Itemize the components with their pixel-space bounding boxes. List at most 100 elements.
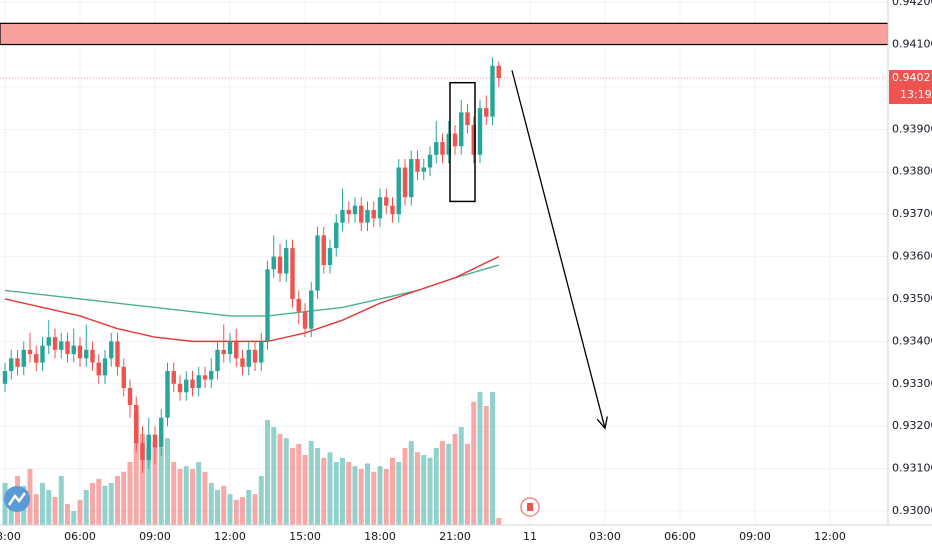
x-tick-label: 15:00 xyxy=(289,530,321,543)
volume-bar xyxy=(65,504,70,525)
volume-bar xyxy=(315,448,320,525)
volume-bar xyxy=(158,448,164,525)
volume-bar xyxy=(452,434,458,525)
x-tick-label: 21:00 xyxy=(439,530,471,543)
volume-bar xyxy=(233,499,239,525)
volume-bar xyxy=(433,448,439,525)
event-flag[interactable] xyxy=(520,497,540,517)
volume-bar xyxy=(121,471,127,525)
candle-body xyxy=(202,375,208,380)
candle-body xyxy=(427,154,433,168)
candle-body xyxy=(271,256,276,270)
candle-body xyxy=(409,159,414,198)
candle-body xyxy=(171,371,176,384)
x-tick-label: 03:00 xyxy=(0,530,21,543)
volume-bar xyxy=(277,434,283,525)
volume-bar xyxy=(458,427,464,525)
candle-body xyxy=(384,197,389,206)
candle-body xyxy=(115,341,120,367)
candle-body xyxy=(146,434,151,461)
volume-bar xyxy=(46,490,52,525)
candle-body xyxy=(321,235,326,266)
candle-body xyxy=(452,133,458,147)
volume-bar xyxy=(208,483,214,525)
volume-bar xyxy=(490,392,495,525)
candle-body xyxy=(177,383,183,393)
candle-body xyxy=(165,371,170,418)
volume-bar xyxy=(352,466,358,525)
resistance-zone xyxy=(0,22,889,46)
candle-body xyxy=(134,404,139,444)
time-axis xyxy=(0,525,932,550)
volume-bar xyxy=(58,476,64,525)
volume-bar xyxy=(346,462,352,525)
candle-body xyxy=(196,375,201,389)
candle-body xyxy=(27,349,33,355)
candle-body xyxy=(277,256,283,274)
candle-body xyxy=(215,349,220,372)
volume-bar xyxy=(240,497,245,525)
volume-bar xyxy=(365,463,370,525)
volume-bar xyxy=(190,469,195,525)
candle-body xyxy=(471,125,476,155)
candle-body xyxy=(421,167,426,172)
candle-body xyxy=(65,341,70,355)
candle-body xyxy=(46,337,51,346)
candle-body xyxy=(334,222,339,249)
volume-bar xyxy=(77,499,83,525)
candle-body xyxy=(71,345,76,355)
candle-body xyxy=(359,205,364,223)
candle-body xyxy=(371,209,376,219)
candle-body xyxy=(440,142,445,155)
volume-bar xyxy=(215,490,220,525)
candle-body xyxy=(340,209,345,223)
plot-layer xyxy=(0,22,889,473)
volume-bar xyxy=(258,476,264,525)
candle-body xyxy=(15,358,20,367)
candle-body xyxy=(84,349,89,359)
candle-body xyxy=(59,341,64,350)
candle-body xyxy=(52,337,58,350)
candle-body xyxy=(290,248,295,299)
candle-body xyxy=(309,290,314,329)
candle-body xyxy=(346,209,351,215)
candle-body xyxy=(377,197,383,219)
candle-body xyxy=(184,379,189,393)
volume-bar xyxy=(483,406,489,525)
x-tick-label: 09:00 xyxy=(139,530,171,543)
candle-body xyxy=(390,205,395,215)
candle-body xyxy=(459,112,464,147)
candle-body xyxy=(2,371,8,384)
highlight-box xyxy=(449,81,476,203)
volume-bar xyxy=(246,490,252,525)
x-tick-label: 11 xyxy=(523,530,537,543)
candle-body xyxy=(284,248,289,274)
volume-bar xyxy=(202,471,208,525)
candle-body xyxy=(109,341,114,359)
volume-bar xyxy=(496,518,502,525)
candle-body xyxy=(227,341,233,355)
volume-bar xyxy=(27,469,33,525)
candle-body xyxy=(140,443,145,461)
candle-body xyxy=(434,142,439,155)
candle-body xyxy=(21,349,26,367)
logo-icon xyxy=(7,492,26,506)
volume-bar xyxy=(440,441,445,525)
candle-body xyxy=(90,349,95,363)
candle-body xyxy=(415,159,420,172)
volume-bar xyxy=(296,443,302,525)
volume-bar xyxy=(408,441,414,525)
volume-bar xyxy=(227,494,233,525)
volume-bar xyxy=(252,494,258,525)
candle-body xyxy=(484,108,489,117)
volume-bar xyxy=(290,448,295,525)
candle-body xyxy=(121,366,126,389)
volume-bar xyxy=(177,469,183,525)
